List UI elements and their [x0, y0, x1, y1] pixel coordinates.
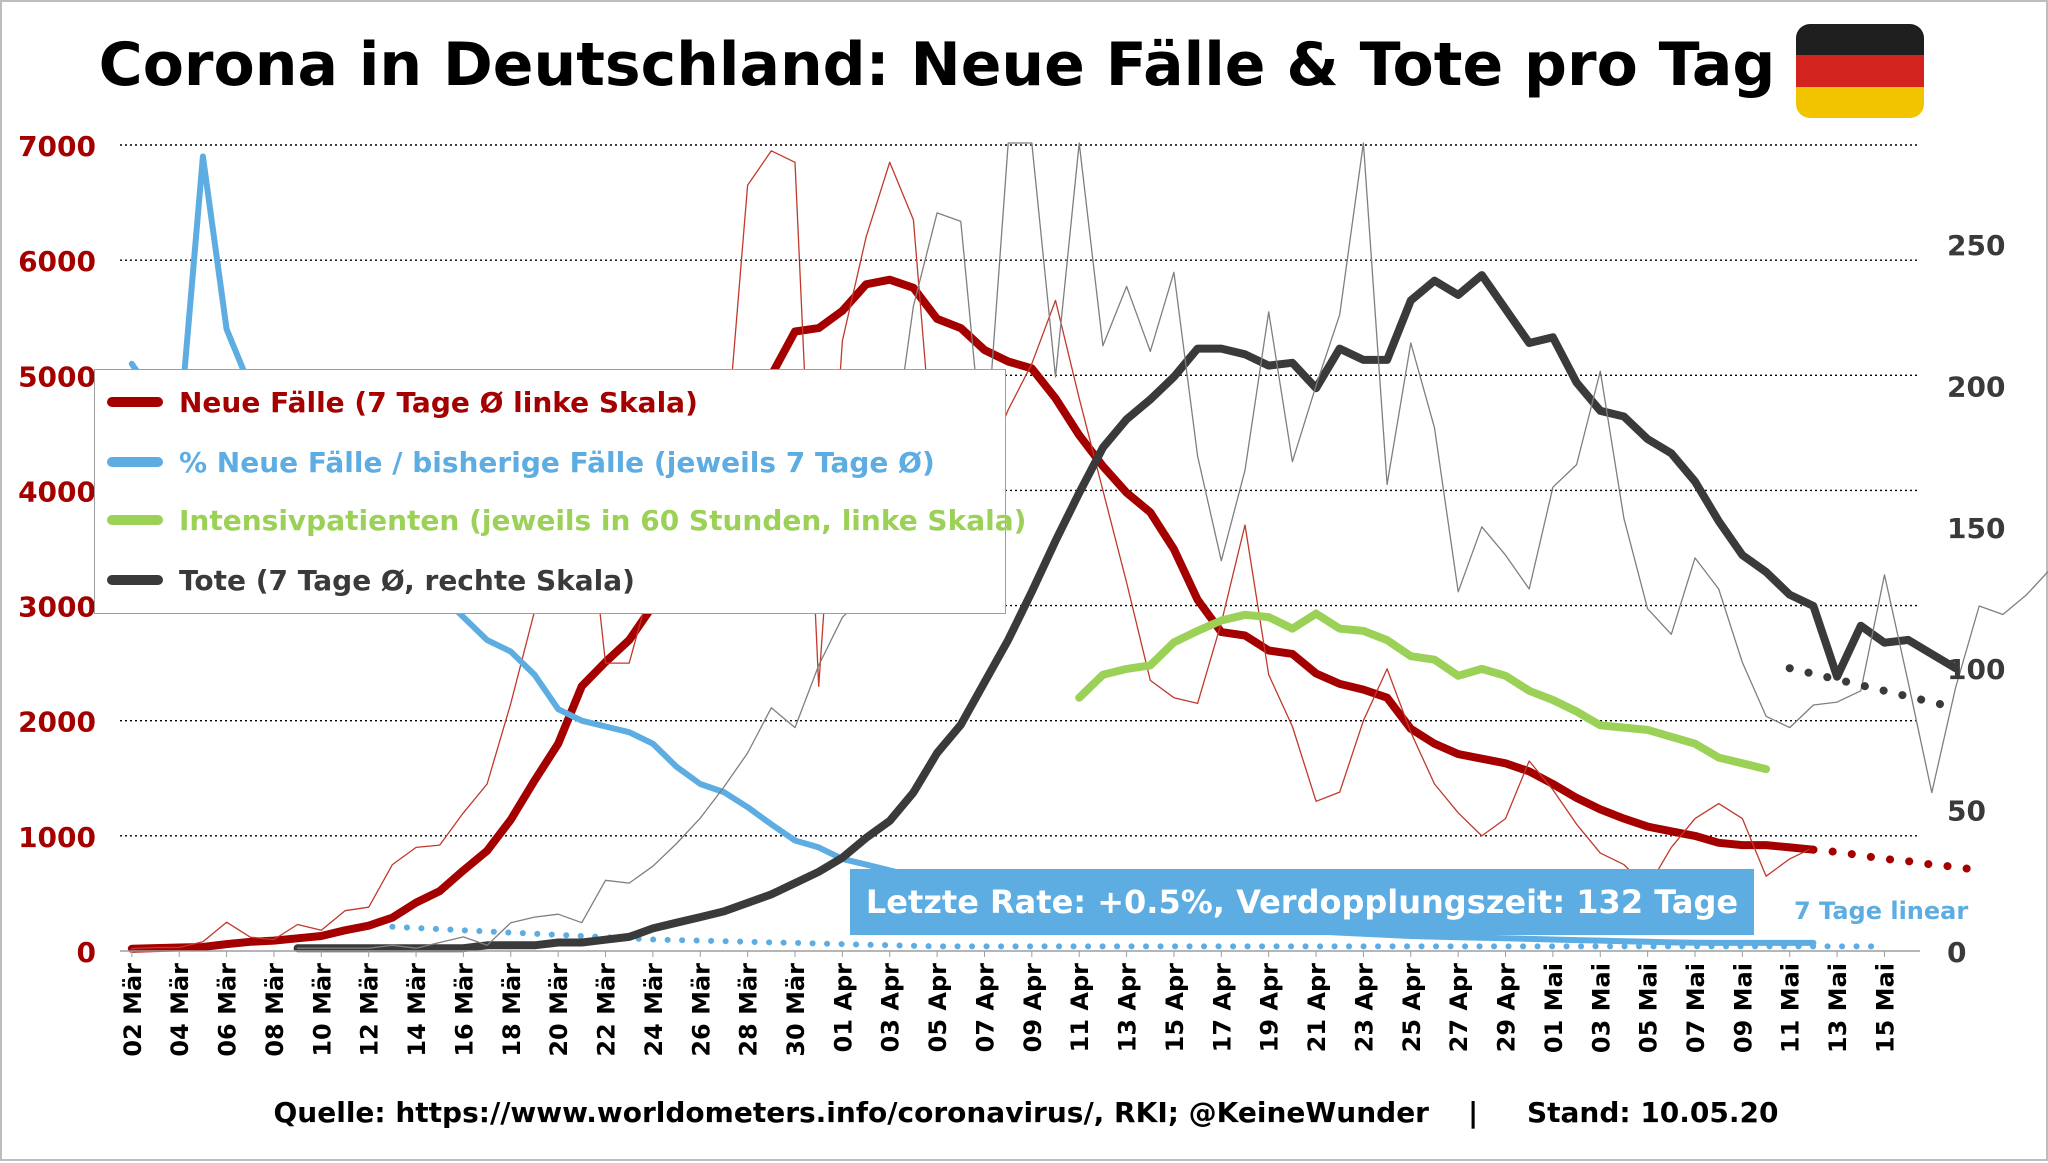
series-line [296, 142, 2048, 949]
x-tick-label: 10 Mär [308, 963, 336, 1057]
legend-swatch [107, 515, 163, 525]
legend-label: % Neue Fälle / bisherige Fälle (jeweils … [179, 445, 935, 479]
series-line [1075, 609, 1771, 774]
y-left-tick-label: 0 [77, 936, 96, 969]
source-footer: Quelle: https://www.worldometers.info/co… [273, 1096, 1779, 1129]
x-tick-label: 26 Mär [687, 963, 715, 1057]
chart-legend: Neue Fälle (7 Tage Ø linke Skala) % Neue … [94, 369, 1026, 614]
x-tick-label: 03 Mai [1587, 963, 1615, 1053]
x-tick-label: 22 Mär [593, 963, 621, 1057]
x-tick-label: 20 Mär [545, 963, 573, 1057]
x-tick-label: 01 Mai [1540, 963, 1568, 1053]
x-tick-label: 02 Mär [119, 963, 147, 1057]
x-tick-label: 06 Mär [214, 963, 242, 1057]
y-right-tick-label: 250 [1947, 229, 2005, 262]
x-tick-label: 25 Apr [1398, 963, 1426, 1053]
x-tick-label: 30 Mär [782, 963, 810, 1057]
legend-item: Intensivpatienten (jeweils in 60 Stunden… [107, 500, 1026, 540]
y-left-tick-label: 7000 [18, 130, 96, 163]
y-right-tick-label: 50 [1947, 795, 1986, 828]
x-tick-label: 05 Mai [1635, 963, 1663, 1053]
series-line [389, 923, 1888, 950]
x-tick-label: 28 Mär [735, 963, 763, 1057]
flag-stripe-black [1796, 24, 1924, 56]
x-tick-label: 01 Apr [829, 963, 857, 1053]
x-tick-label: 05 Apr [924, 963, 952, 1053]
legend-label: Tote (7 Tage Ø, rechte Skala) [179, 563, 635, 597]
x-tick-label: 19 Apr [1256, 963, 1284, 1053]
y-left-tick-label: 2000 [18, 706, 96, 739]
x-tick-label: 07 Mai [1682, 963, 1710, 1053]
x-tick-label: 14 Mär [403, 963, 431, 1057]
series-line [1809, 845, 1984, 875]
y-left-tick-label: 5000 [18, 360, 96, 393]
legend-item: % Neue Fälle / bisherige Fälle (jeweils … [107, 442, 935, 482]
x-tick-label: 09 Mai [1729, 963, 1757, 1053]
x-tick-label: 15 Apr [1161, 963, 1189, 1053]
legend-swatch [107, 397, 163, 407]
x-tick-label: 07 Apr [971, 963, 999, 1053]
x-tick-label: 23 Apr [1350, 963, 1378, 1053]
y-left-tick-label: 4000 [18, 475, 96, 508]
y-left-tick-label: 6000 [18, 245, 96, 278]
legend-label: Intensivpatienten (jeweils in 60 Stunden… [179, 503, 1027, 537]
x-tick-label: 13 Apr [1114, 963, 1142, 1053]
y-left-tick-label: 3000 [18, 591, 96, 624]
flag-stripe-gold [1796, 86, 1924, 118]
y-left-tick-label: 1000 [18, 821, 96, 854]
x-tick-label: 29 Apr [1493, 963, 1521, 1053]
series-line [1785, 664, 1960, 712]
y-right-tick-label: 150 [1947, 512, 2005, 545]
x-tick-label: 12 Mär [356, 963, 384, 1057]
doubling-time-banner: Letzte Rate: +0.5%, Verdopplungszeit: 13… [850, 869, 1754, 935]
legend-item: Tote (7 Tage Ø, rechte Skala) [107, 560, 635, 600]
chart-title: Corona in Deutschland: Neue Fälle & Tote… [98, 30, 1776, 100]
x-tick-label: 11 Mai [1777, 963, 1805, 1053]
x-tick-label: 09 Apr [1019, 963, 1047, 1053]
legend-item: Neue Fälle (7 Tage Ø linke Skala) [107, 382, 698, 422]
x-tick-label: 21 Apr [1303, 963, 1331, 1053]
x-tick-label: 17 Apr [1208, 963, 1236, 1053]
x-tick-label: 08 Mär [261, 963, 289, 1057]
x-tick-label: 24 Mär [640, 963, 668, 1057]
x-tick-label: 11 Apr [1066, 963, 1094, 1053]
flag-stripe-red [1796, 55, 1924, 87]
german-flag-icon [1796, 24, 1924, 118]
series-line [293, 271, 1960, 953]
x-tick-label: 03 Apr [877, 963, 905, 1053]
x-tick-label: 15 Mai [1871, 963, 1899, 1053]
x-tick-label: 27 Apr [1445, 963, 1473, 1053]
legend-swatch [107, 457, 163, 467]
y-right-tick-label: 200 [1947, 370, 2005, 403]
y-right-tick-label: 100 [1947, 653, 2005, 686]
y-right-tick-label: 0 [1947, 936, 1966, 969]
x-tick-label: 18 Mär [498, 963, 526, 1057]
x-tick-label: 04 Mär [166, 963, 194, 1057]
legend-label: Neue Fälle (7 Tage Ø linke Skala) [179, 385, 698, 419]
x-tick-label: 13 Mai [1824, 963, 1852, 1053]
x-tick-label: 16 Mär [450, 963, 478, 1057]
projection-label: 7 Tage linear [1794, 897, 1969, 925]
legend-swatch [107, 575, 163, 585]
